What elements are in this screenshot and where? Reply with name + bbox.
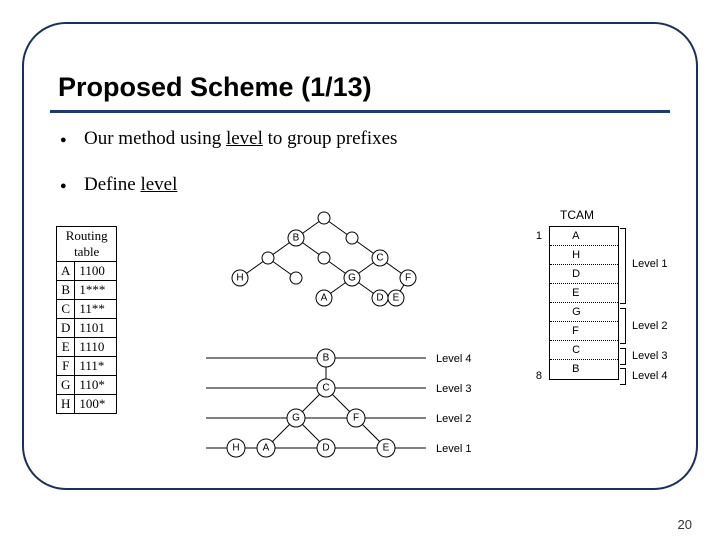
tcam-cell: B <box>550 360 618 379</box>
b1-post: to group prefixes <box>263 128 398 149</box>
tcam-cell: F <box>550 322 618 341</box>
bracket-l3 <box>620 348 626 365</box>
node-c: C <box>376 253 383 264</box>
tcam-cell: G <box>550 303 618 322</box>
bullet-1: Our method using level to group prefixes <box>84 128 397 150</box>
bullet-icon: ● <box>60 134 67 146</box>
lvl2: Level 2 <box>436 413 471 425</box>
rt-g-k: G <box>57 376 75 395</box>
tcam-lvl3: Level 3 <box>632 350 667 362</box>
tcam-block: 1 8 A H D E G F C B <box>526 226 619 386</box>
page-number: 20 <box>678 517 692 532</box>
bracket-l4 <box>620 368 626 385</box>
rt-e-k: E <box>57 338 75 357</box>
tcam-body: A H D E G F C B <box>549 226 619 380</box>
tcam-index-col: 1 8 <box>526 226 544 386</box>
l-node-h: H <box>232 443 239 454</box>
tcam-label: TCAM <box>560 208 594 222</box>
l-node-b: B <box>323 353 330 364</box>
rt-f-v: 111* <box>75 357 117 376</box>
l-node-d: D <box>322 443 329 454</box>
rt-g-v: 110* <box>75 376 117 395</box>
rt-d-v: 1101 <box>75 319 117 338</box>
node-b: B <box>293 233 300 244</box>
rt-f-k: F <box>57 357 75 376</box>
l-node-a: A <box>263 443 270 454</box>
slide-title: Proposed Scheme (1/13) <box>58 72 372 103</box>
node-g: G <box>348 273 356 284</box>
b2-pre: Define <box>84 174 140 195</box>
lvl1: Level 1 <box>436 443 471 455</box>
l-node-f: F <box>353 413 359 424</box>
l-node-c: C <box>322 383 329 394</box>
routing-table: Routing table A1100 B1*** C11** D1101 E1… <box>56 226 117 414</box>
tcam-cell: D <box>550 265 618 284</box>
tcam-cell: H <box>550 246 618 265</box>
tcam-lvl2: Level 2 <box>632 320 667 332</box>
title-underline <box>50 110 670 113</box>
l-node-g: G <box>292 413 300 424</box>
bracket-l2 <box>620 308 626 344</box>
tcam-lvl1: Level 1 <box>632 258 667 270</box>
lvl4: Level 4 <box>436 353 471 365</box>
tcam-idx-1: 1 <box>526 226 544 246</box>
tcam-cell: A <box>550 227 618 246</box>
b2-ul: level <box>140 174 177 195</box>
bullet-2: Define level <box>84 174 177 196</box>
bracket-l1 <box>620 228 626 304</box>
lvl3: Level 3 <box>436 383 471 395</box>
rt-h-k: H <box>57 395 75 414</box>
rt-e-v: 1110 <box>75 338 117 357</box>
tcam-cell: E <box>550 284 618 303</box>
rt-c-k: C <box>57 300 75 319</box>
rt-a-v: 1100 <box>75 262 117 281</box>
b1-ul: level <box>226 128 263 149</box>
rt-b-v: 1*** <box>75 281 117 300</box>
tree-diagram: B C H G F A D E B C G F H A D E Level 4 … <box>196 210 496 490</box>
tcam-idx-8: 8 <box>526 366 544 386</box>
node-d: D <box>376 293 383 304</box>
node-e: E <box>393 293 400 304</box>
bullet-icon: ● <box>60 180 67 192</box>
node-a: A <box>321 293 328 304</box>
rt-c-v: 11** <box>75 300 117 319</box>
tcam-lvl4: Level 4 <box>632 370 667 382</box>
rt-h-v: 100* <box>75 395 117 414</box>
node-f: F <box>405 273 411 284</box>
l-node-e: E <box>383 443 390 454</box>
node-h: H <box>236 273 243 284</box>
rt-b-k: B <box>57 281 75 300</box>
routing-header: Routing table <box>57 227 117 262</box>
rt-a-k: A <box>57 262 75 281</box>
b1-pre: Our method using <box>84 128 226 149</box>
tcam-cell: C <box>550 341 618 360</box>
rt-d-k: D <box>57 319 75 338</box>
